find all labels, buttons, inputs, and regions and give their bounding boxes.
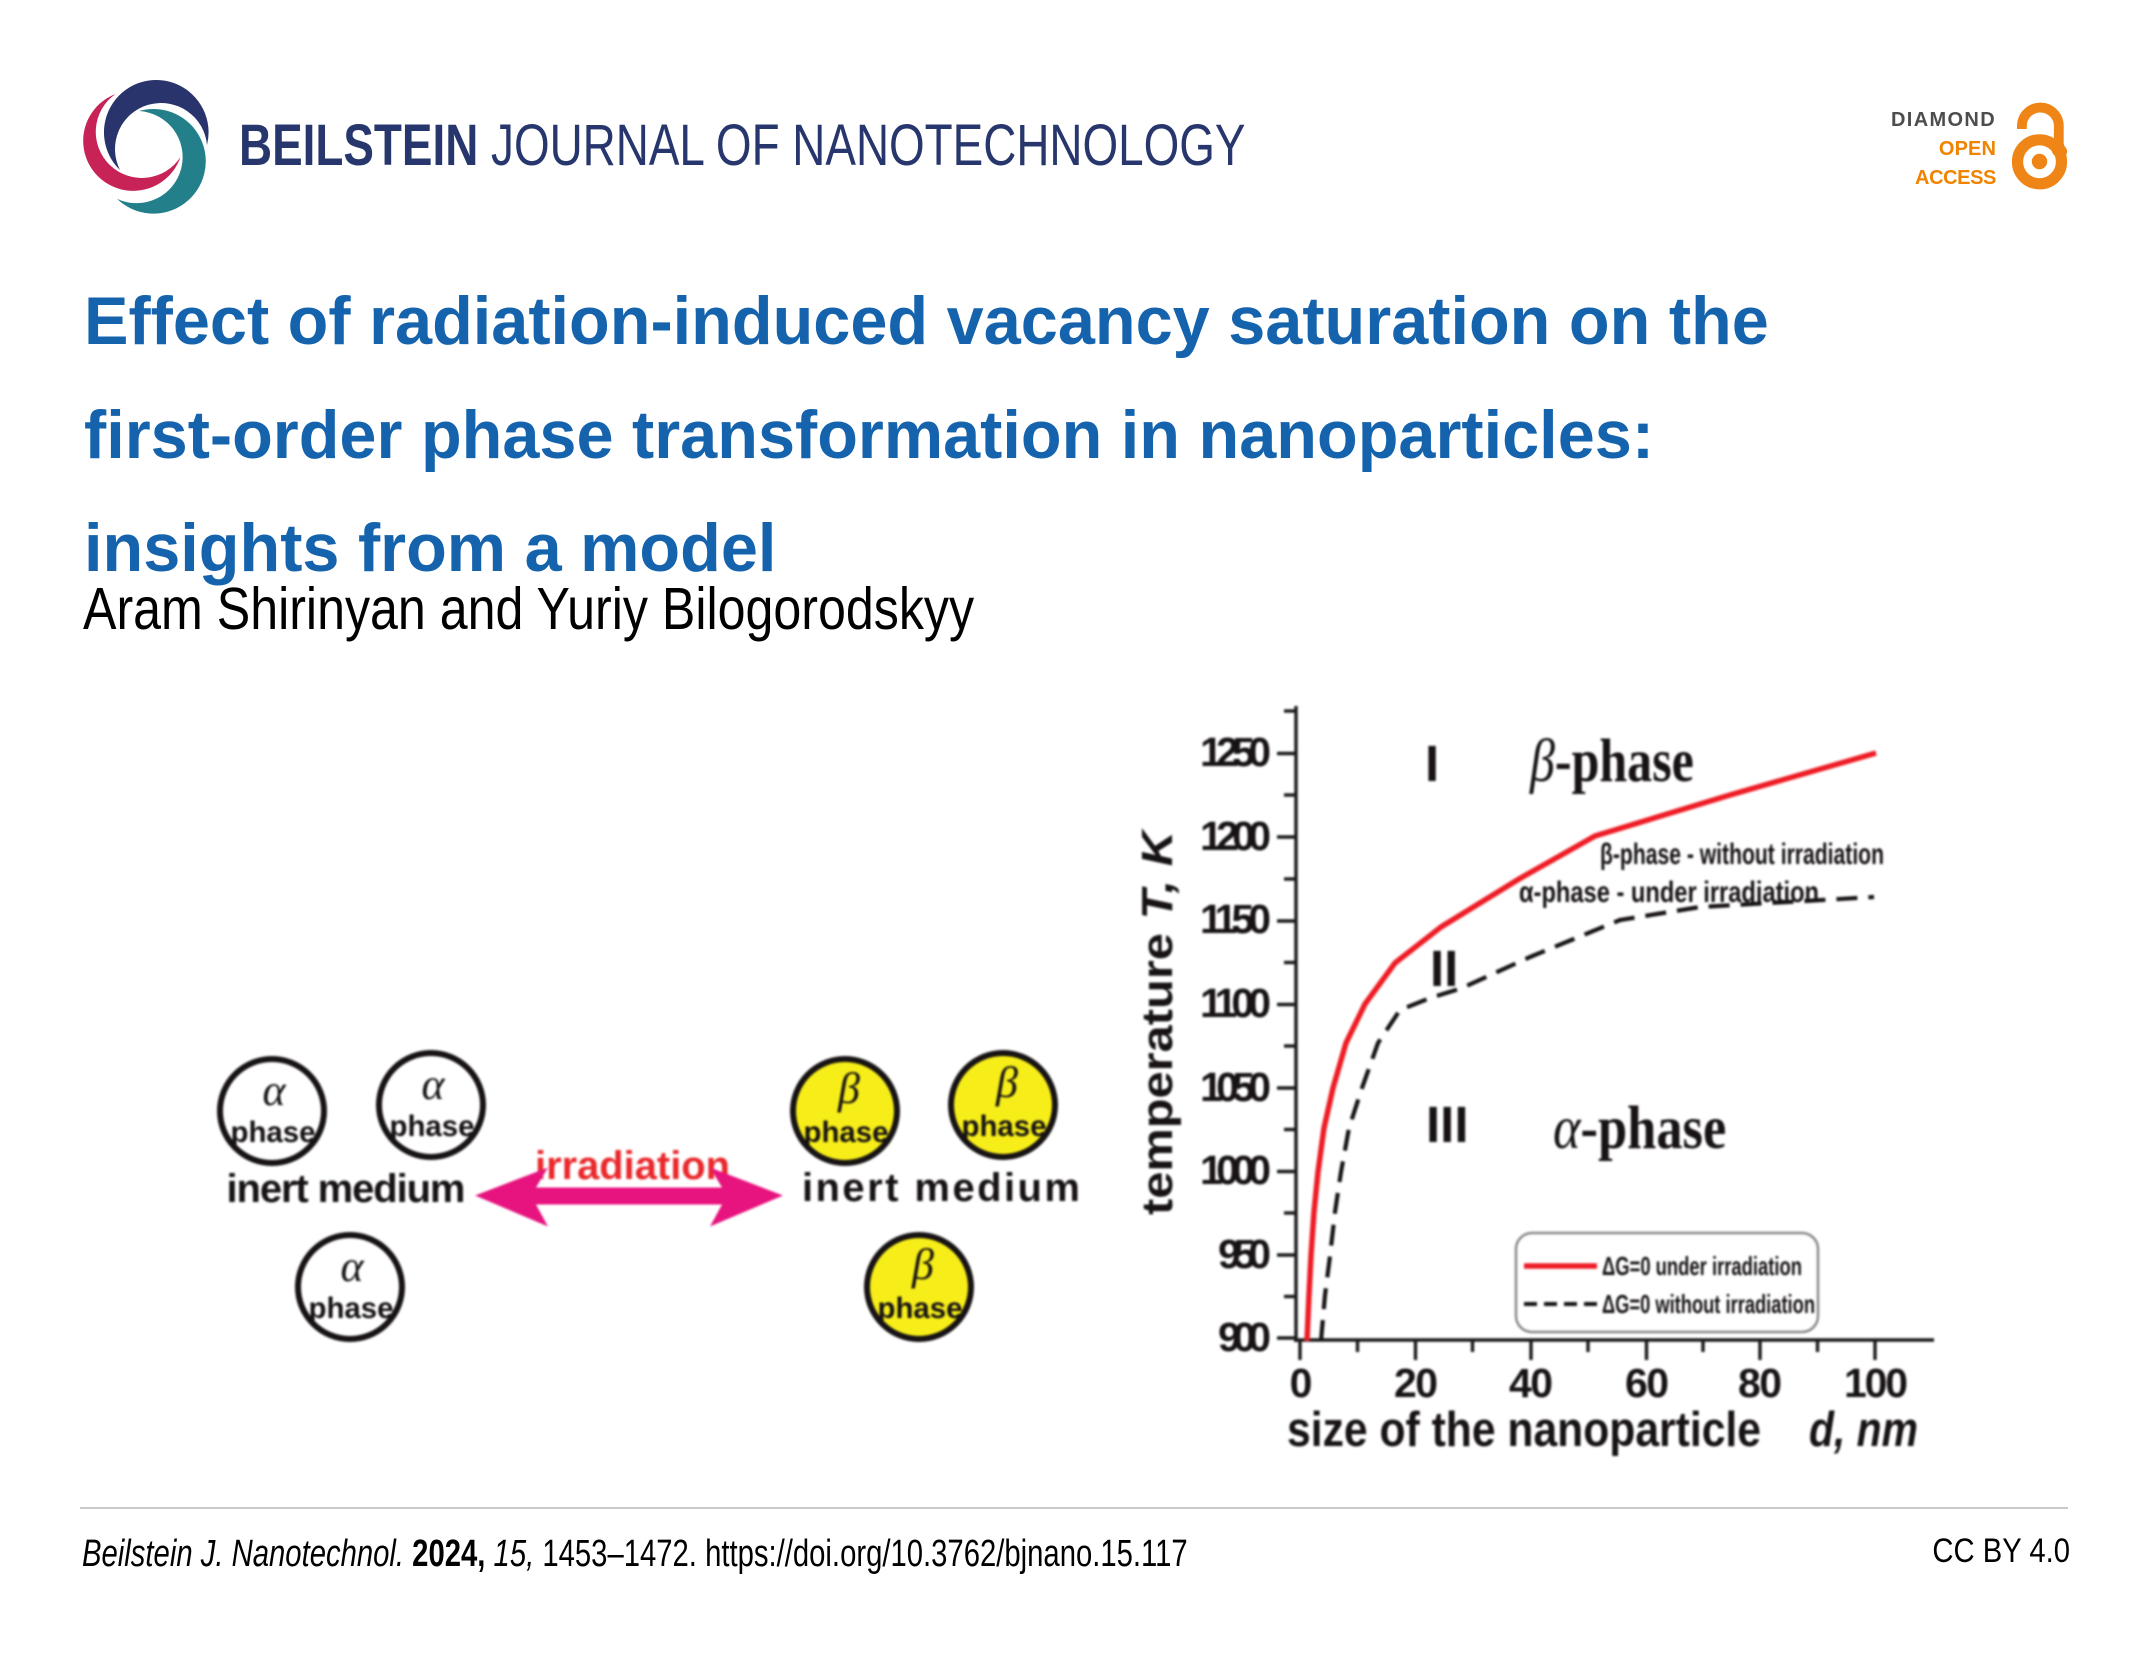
svg-text:α: α xyxy=(421,1060,445,1109)
svg-text:temperature T, K: temperature T, K xyxy=(1133,827,1182,1215)
svg-text:950: 950 xyxy=(1218,1231,1271,1277)
svg-text:phase: phase xyxy=(309,1292,394,1325)
svg-text:α-phase: α-phase xyxy=(1553,1094,1726,1162)
svg-text:20: 20 xyxy=(1394,1360,1438,1406)
svg-text:d, nm: d, nm xyxy=(1809,1403,1918,1457)
svg-text:size of the nanoparticle: size of the nanoparticle xyxy=(1287,1403,1761,1457)
svg-text:40: 40 xyxy=(1509,1360,1553,1406)
svg-text:β: β xyxy=(911,1240,934,1289)
svg-text:β: β xyxy=(837,1064,860,1113)
svg-text:β: β xyxy=(995,1058,1018,1107)
svg-text:100: 100 xyxy=(1844,1360,1908,1406)
svg-text:phase: phase xyxy=(962,1110,1047,1143)
svg-text:60: 60 xyxy=(1625,1360,1669,1406)
svg-text:irradiation: irradiation xyxy=(535,1144,730,1188)
svg-text:α: α xyxy=(340,1242,364,1291)
svg-text:II: II xyxy=(1430,940,1458,997)
svg-text:α-phase - under irradiation: α-phase - under irradiation xyxy=(1519,876,1819,909)
svg-text:1050: 1050 xyxy=(1200,1064,1271,1110)
svg-text:I: I xyxy=(1425,735,1439,792)
svg-text:phase: phase xyxy=(231,1116,316,1149)
svg-text:1200: 1200 xyxy=(1200,813,1271,859)
svg-text:ΔG=0 under irradiation: ΔG=0 under irradiation xyxy=(1602,1251,1802,1281)
svg-text:1250: 1250 xyxy=(1200,729,1271,775)
svg-text:phase: phase xyxy=(878,1292,963,1325)
svg-text:80: 80 xyxy=(1738,1360,1782,1406)
svg-text:α: α xyxy=(262,1066,286,1115)
svg-text:1150: 1150 xyxy=(1200,896,1271,942)
svg-text:inert medium: inert medium xyxy=(227,1167,466,1211)
svg-text:phase: phase xyxy=(390,1110,475,1143)
svg-text:phase: phase xyxy=(804,1116,889,1149)
svg-text:β-phase: β-phase xyxy=(1529,727,1694,795)
svg-text:900: 900 xyxy=(1218,1314,1271,1360)
svg-text:ΔG=0 without irradiation: ΔG=0 without irradiation xyxy=(1602,1289,1815,1319)
svg-text:1100: 1100 xyxy=(1200,980,1271,1026)
svg-text:1000: 1000 xyxy=(1200,1147,1271,1193)
svg-text:III: III xyxy=(1426,1096,1469,1153)
svg-text:0: 0 xyxy=(1290,1360,1313,1406)
svg-text:inert medium: inert medium xyxy=(802,1166,1080,1210)
svg-text:β-phase - without irradiation: β-phase - without irradiation xyxy=(1600,838,1884,871)
